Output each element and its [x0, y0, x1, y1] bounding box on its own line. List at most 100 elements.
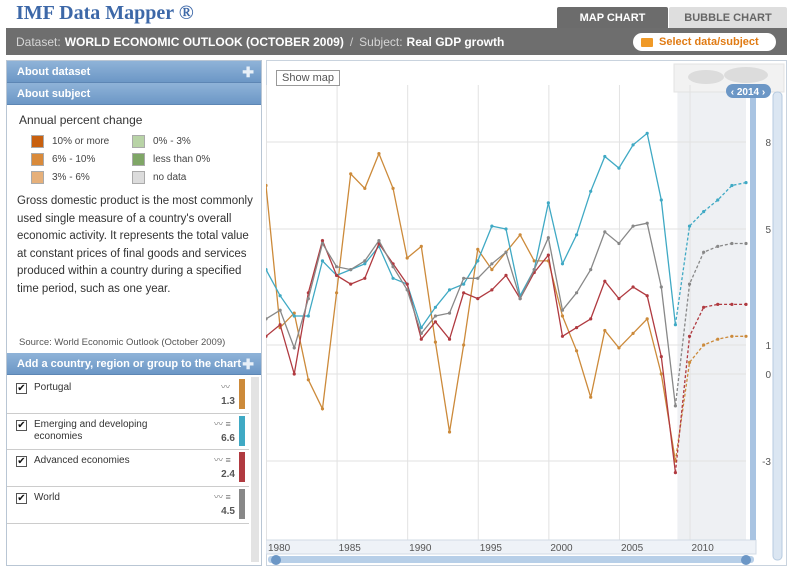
data-point — [744, 302, 748, 306]
x-axis-strip — [265, 539, 757, 555]
vertical-scrollbar[interactable] — [772, 91, 783, 561]
folder-icon — [641, 37, 653, 47]
x-tick-label: 2000 — [550, 543, 573, 554]
series-color-bar — [239, 489, 245, 519]
data-point — [462, 343, 466, 347]
add-country-header[interactable]: Add a country, region or group to the ch… — [7, 353, 261, 375]
legend-item: 6% - 10% — [31, 153, 95, 166]
data-point — [363, 259, 367, 263]
data-point — [589, 268, 593, 272]
series-line — [265, 222, 677, 406]
year-scroller-track[interactable] — [750, 88, 756, 540]
data-point — [476, 247, 480, 251]
series-color-bar — [239, 379, 245, 409]
data-point — [546, 253, 550, 257]
line-list-icons[interactable]: 〰 ≡ — [214, 419, 231, 429]
data-point — [433, 305, 438, 309]
data-point — [462, 276, 466, 280]
checkbox[interactable]: ✔ — [16, 383, 27, 394]
y-tick-label: 0 — [765, 370, 771, 381]
data-point — [264, 183, 268, 188]
data-point — [462, 291, 466, 295]
checkbox[interactable]: ✔ — [16, 493, 27, 504]
slider-handle-left[interactable] — [271, 555, 281, 565]
show-map-button[interactable]: Show map — [276, 70, 340, 86]
data-point — [349, 268, 353, 272]
data-point — [645, 221, 649, 225]
data-point — [377, 152, 381, 156]
legend-swatch — [31, 135, 44, 148]
data-point — [419, 331, 423, 335]
app-logo-title: IMF Data Mapper ® — [16, 2, 194, 24]
x-tick-label: 2005 — [621, 543, 644, 554]
data-point — [730, 302, 734, 306]
data-point — [264, 334, 268, 338]
data-point — [320, 259, 325, 263]
select-data-subject-button[interactable]: Select data/subject — [633, 33, 776, 51]
checkbox[interactable]: ✔ — [16, 420, 27, 431]
data-point — [391, 265, 395, 269]
data-point — [617, 297, 621, 301]
series-line — [265, 132, 677, 330]
data-point — [504, 273, 508, 277]
dataset-name: WORLD ECONOMIC OUTLOOK (OCTOBER 2009) — [64, 34, 344, 49]
series-color-bar — [239, 452, 245, 482]
legend-item: no data — [132, 171, 186, 184]
data-point — [702, 250, 706, 254]
data-point — [702, 305, 706, 309]
data-point — [363, 186, 367, 190]
line-chart-icon[interactable]: 〰 — [221, 382, 231, 392]
line-list-icons[interactable]: 〰 ≡ — [214, 492, 231, 502]
subject-name: Real GDP growth — [406, 34, 505, 49]
country-value: 2.4 — [221, 469, 235, 480]
data-point — [744, 334, 748, 338]
about-subject-header[interactable]: About subject — [7, 83, 261, 105]
country-row-advanced: ✔ Advanced economies 〰 ≡ 2.4 — [7, 450, 249, 487]
data-point — [490, 288, 494, 292]
country-list: ✔ Portugal 〰 1.3 ✔ Emerging and developi… — [7, 377, 249, 524]
legend-swatch — [132, 153, 145, 166]
data-point — [659, 285, 663, 289]
tab-map-chart[interactable]: MAP CHART — [557, 7, 668, 28]
data-point — [363, 262, 367, 266]
country-value: 1.3 — [221, 396, 235, 407]
data-point — [391, 186, 395, 190]
data-point — [560, 334, 565, 338]
data-point — [278, 308, 282, 312]
forecast-band — [677, 88, 746, 540]
series-line — [265, 238, 677, 473]
data-point — [490, 224, 494, 228]
country-name: Emerging and developing economies — [34, 419, 148, 442]
data-point — [419, 326, 423, 330]
expand-plus-icon[interactable]: ✚ — [242, 64, 254, 80]
checkbox[interactable]: ✔ — [16, 456, 27, 467]
data-point — [433, 314, 438, 318]
data-point — [687, 360, 692, 364]
data-point — [391, 276, 395, 280]
about-dataset-header[interactable]: About dataset ✚ — [7, 61, 261, 83]
data-point — [702, 210, 706, 214]
expand-plus-icon[interactable]: ✚ — [242, 356, 254, 372]
year-badge[interactable] — [726, 84, 771, 98]
data-point — [518, 297, 522, 301]
y-tick-label: 5 — [765, 225, 771, 236]
about-subject-label: About subject — [17, 87, 91, 100]
data-point — [687, 224, 692, 228]
tab-bubble-chart[interactable]: BUBBLE CHART — [669, 7, 787, 28]
country-row-portugal: ✔ Portugal 〰 1.3 — [7, 377, 249, 414]
data-point — [320, 407, 325, 411]
data-point — [419, 337, 423, 341]
list-scrollbar[interactable] — [251, 377, 259, 562]
time-range-slider[interactable] — [268, 556, 754, 563]
data-point — [744, 181, 748, 185]
data-point — [349, 282, 353, 286]
country-row-world: ✔ World 〰 ≡ 4.5 — [7, 487, 249, 524]
data-point — [560, 308, 565, 312]
x-tick-label: 2010 — [692, 543, 715, 554]
data-point — [617, 241, 621, 246]
chart-area: -3 0 1 5 8 1980 1985 1990 1995 2000 2005 2010 ‹ 2014… — [264, 60, 787, 566]
line-list-icons[interactable]: 〰 ≡ — [214, 455, 231, 465]
data-point — [349, 172, 353, 176]
slider-handle-right[interactable] — [741, 555, 751, 565]
left-panel: About dataset ✚ About subject Annual per… — [6, 60, 262, 566]
